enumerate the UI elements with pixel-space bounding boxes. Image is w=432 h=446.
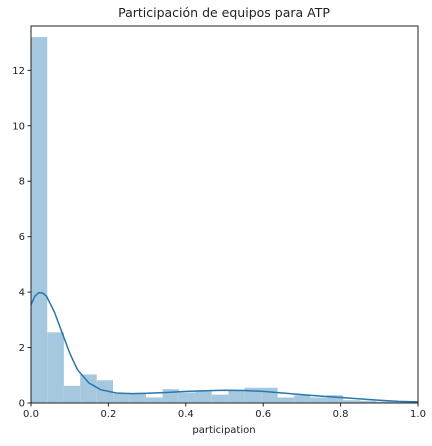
- histogram-bar: [145, 397, 163, 403]
- histogram-bar: [47, 332, 64, 403]
- histogram-bar: [96, 380, 114, 403]
- x-tick-label: 0.2: [100, 409, 116, 420]
- histogram-bar: [31, 37, 48, 404]
- histogram-bar: [113, 393, 130, 403]
- histogram-bar: [63, 385, 81, 403]
- kde-layer: [30, 291, 419, 403]
- chart-title: Participación de equipos para ATP: [118, 5, 330, 20]
- histogram-bar: [359, 400, 377, 403]
- kde-curve: [30, 291, 419, 403]
- y-tick-label: 0: [19, 399, 25, 410]
- x-axis-label: participation: [192, 425, 255, 436]
- histogram-bar: [211, 394, 229, 403]
- bars-layer: [31, 37, 418, 404]
- histogram-bar: [129, 393, 146, 403]
- x-tick-label: 0.4: [178, 409, 194, 420]
- axes-layer: [30, 25, 419, 404]
- y-tick-label: 2: [19, 343, 25, 354]
- x-ticks: 0.0 0.2 0.4 0.6 0.8 1.0: [23, 403, 426, 420]
- histogram-bar: [376, 401, 393, 403]
- histogram-bar: [392, 401, 410, 403]
- y-ticks: 0 2 4 6 8 10 12: [12, 66, 31, 410]
- histogram-bar: [195, 391, 212, 403]
- histogram-bar: [294, 395, 311, 403]
- x-tick-label: 1.0: [410, 409, 426, 420]
- y-tick-label: 6: [19, 232, 25, 243]
- histogram-bar: [261, 387, 278, 403]
- x-tick-label: 0.8: [333, 409, 349, 420]
- y-tick-label: 4: [19, 288, 25, 299]
- y-tick-label: 10: [12, 121, 25, 132]
- plot-frame: [30, 25, 419, 404]
- y-tick-label: 8: [19, 177, 25, 188]
- histogram-bar: [80, 374, 97, 403]
- x-tick-label: 0.0: [23, 409, 39, 420]
- histogram-bar: [277, 397, 295, 403]
- histogram-bar: [310, 397, 328, 403]
- x-tick-label: 0.6: [255, 409, 271, 420]
- histogram-bar: [178, 392, 196, 403]
- histogram-bar: [343, 400, 360, 403]
- histogram-bar: [228, 389, 245, 403]
- y-tick-label: 12: [12, 66, 25, 77]
- histogram-bar: [327, 395, 344, 403]
